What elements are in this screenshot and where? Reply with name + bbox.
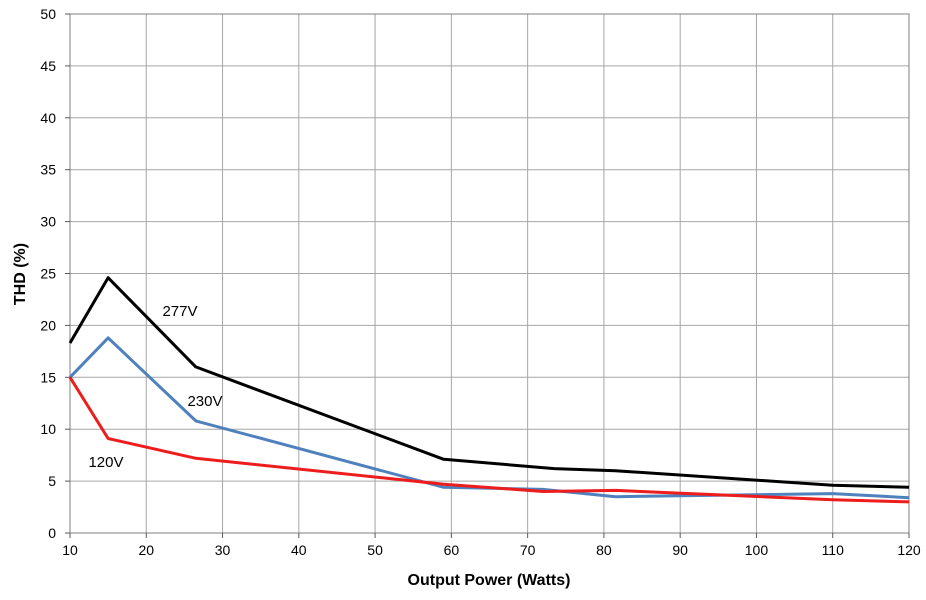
series-line-277v <box>68 276 910 489</box>
y-tick-label: 45 <box>40 58 56 74</box>
x-axis-title: Output Power (Watts) <box>408 572 571 589</box>
y-tick-label: 35 <box>40 162 56 178</box>
x-tick-label: 40 <box>291 542 307 558</box>
series-line-120v <box>68 376 910 504</box>
x-tick-label: 60 <box>444 542 460 558</box>
tick-labels: 10 20 30 40 50 60 70 80 90 100 110 120 0 5 10 15 20 25 30 3… <box>40 6 920 558</box>
x-tick-label: 80 <box>596 542 612 558</box>
x-tick-label: 90 <box>672 542 688 558</box>
grid-layer <box>69 13 910 534</box>
x-tick-label: 30 <box>215 542 231 558</box>
series-label-277v: 277V <box>162 303 197 320</box>
series-label-120v: 120V <box>88 454 123 471</box>
y-tick-label: 25 <box>40 266 56 282</box>
series-line-230v <box>68 336 910 500</box>
y-axis-title: THD (%) <box>12 243 29 305</box>
y-tick-label: 10 <box>40 421 56 437</box>
x-tick-label: 70 <box>520 542 536 558</box>
x-tick-label: 110 <box>822 542 845 558</box>
x-tick-label: 50 <box>367 542 383 558</box>
y-tick-label: 30 <box>40 214 56 230</box>
x-tick-label: 100 <box>745 542 769 558</box>
y-tick-label: 50 <box>40 6 56 22</box>
x-tick-label: 20 <box>138 542 154 558</box>
x-tick-label: 120 <box>897 542 921 558</box>
y-tick-label: 20 <box>40 317 56 333</box>
series-lines <box>68 276 910 504</box>
y-tick-label: 5 <box>48 473 56 489</box>
y-tick-label: 40 <box>40 110 56 126</box>
y-tick-label: 0 <box>48 525 56 541</box>
x-tick-label: 10 <box>62 542 78 558</box>
y-tick-label: 15 <box>40 369 56 385</box>
series-labels: 277V 230V 120V <box>88 303 222 471</box>
series-label-230v: 230V <box>187 393 222 410</box>
